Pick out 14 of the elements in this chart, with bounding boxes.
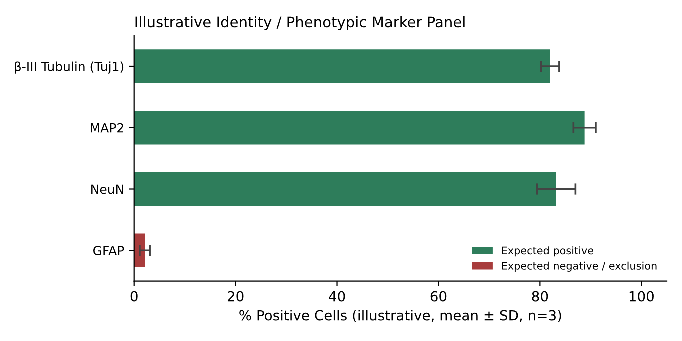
x-tick-label: 100 — [630, 291, 654, 302]
legend-label: Expected negative / exclusion — [502, 262, 657, 272]
x-tick-label: 80 — [532, 291, 548, 302]
y-tick-label: GFAP — [94, 246, 124, 256]
y-tick-label: β-III Tubulin (Tuj1) — [15, 62, 124, 74]
x-tick-label: 20 — [228, 291, 244, 302]
x-tick-label: 0 — [130, 291, 138, 302]
x-tick-label: 40 — [329, 291, 346, 302]
x-tick-label: 60 — [430, 291, 447, 302]
y-tick-label: NeuN — [92, 184, 124, 194]
x-axis-title: % Positive Cells (illustrative, mean ± SD, n=3) — [240, 310, 562, 322]
chart-title: Illustrative Identity / Phenotypic Marker Panel — [136, 16, 465, 31]
legend-label: Expected positive — [502, 246, 594, 257]
y-tick-label: MAP2 — [91, 123, 124, 133]
